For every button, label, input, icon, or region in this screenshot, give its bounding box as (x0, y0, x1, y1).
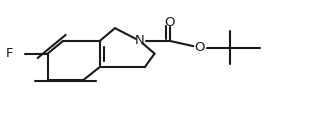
Text: N: N (135, 34, 145, 47)
Text: F: F (6, 47, 14, 60)
Text: O: O (194, 41, 205, 54)
Text: O: O (165, 16, 175, 29)
